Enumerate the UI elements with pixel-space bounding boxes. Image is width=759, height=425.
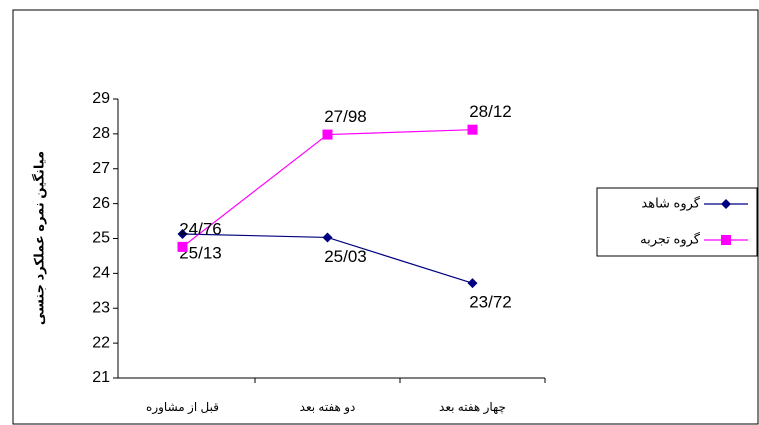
y-tick-label: 27 (92, 160, 110, 177)
data-point (177, 228, 188, 239)
x-tick-label: دو هفته بعد (300, 400, 356, 415)
y-tick-label: 25 (92, 230, 110, 247)
legend-marker (721, 235, 731, 245)
y-tick-label: 29 (92, 90, 110, 107)
x-tick-label: قبل از مشاوره (146, 400, 219, 415)
y-tick-label: 26 (92, 195, 110, 212)
legend-marker (721, 199, 731, 209)
data-point (177, 241, 188, 252)
data-point (322, 232, 333, 243)
x-tick-label: چهار هفته بعد (439, 400, 506, 415)
legend-label: گروه تجربه (640, 231, 701, 247)
data-point (467, 278, 478, 289)
data-label: 27/98 (324, 107, 367, 126)
data-label: 28/12 (469, 102, 512, 121)
data-label: 24/76 (179, 219, 222, 238)
y-tick-label: 23 (92, 299, 110, 316)
legend-label: گروه شاهد (641, 195, 700, 211)
data-point (467, 124, 478, 135)
y-axis-label: میانگین نمره عملکرد جنسی (31, 151, 46, 325)
y-tick-label: 21 (92, 369, 110, 386)
y-tick-label: 22 (92, 334, 110, 351)
data-label: 25/13 (179, 243, 222, 262)
y-tick-label: 24 (92, 265, 110, 282)
data-label: 25/03 (324, 247, 367, 266)
y-tick-label: 28 (92, 125, 110, 142)
data-point (322, 129, 333, 140)
data-label: 23/72 (469, 293, 512, 312)
